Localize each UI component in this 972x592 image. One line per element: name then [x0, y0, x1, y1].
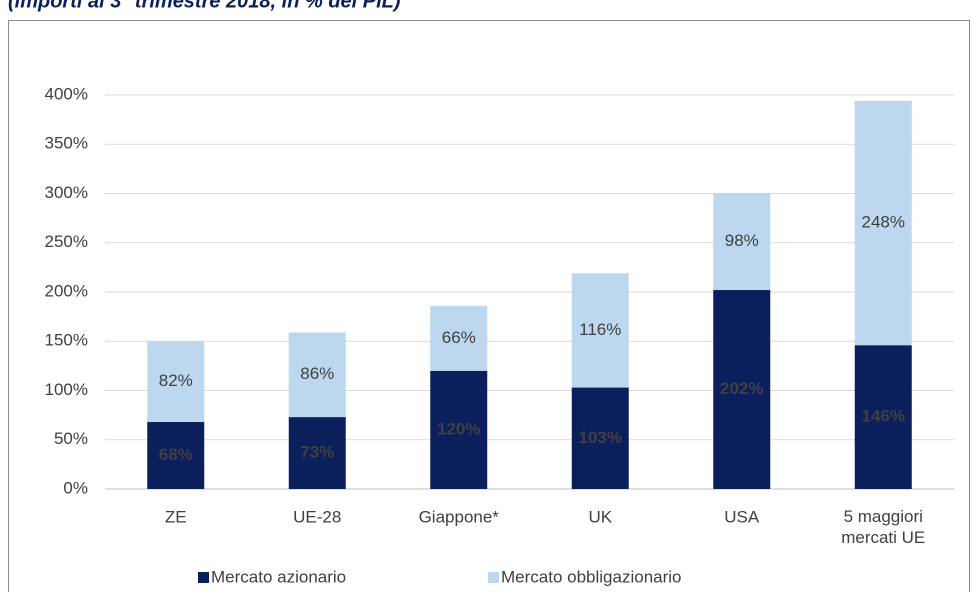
chart-frame: [8, 20, 970, 592]
bar-segment: [854, 345, 912, 489]
bar-segment: [571, 387, 629, 489]
bar-segment: [854, 100, 912, 346]
chart-subtitle: (importi al 3° trimestre 2018, in % del …: [8, 0, 401, 12]
x-tick-label: Giappone*: [419, 507, 500, 526]
data-label: 103%: [579, 428, 622, 447]
x-tick-label: ZE: [165, 507, 187, 526]
y-tick-label: 50%: [54, 429, 88, 448]
data-label: 202%: [720, 379, 763, 398]
data-label: 82%: [159, 371, 193, 390]
data-label: 73%: [300, 443, 334, 462]
data-label: 86%: [300, 364, 334, 383]
legend-label: Mercato obbligazionario: [501, 567, 682, 586]
bar-segment: [288, 332, 346, 418]
y-tick-label: 300%: [45, 183, 88, 202]
y-tick-label: 400%: [45, 84, 88, 103]
data-label: 248%: [862, 213, 905, 232]
x-tick-label: 5 maggiori mercati UE: [841, 507, 925, 547]
data-label: 120%: [437, 419, 480, 438]
y-tick-label: 200%: [45, 281, 88, 300]
data-label: 68%: [159, 445, 193, 464]
legend-label: Mercato azionario: [211, 567, 346, 586]
bar-segment: [147, 341, 205, 423]
x-tick-label: UE-28: [293, 507, 341, 526]
bar-segment: [713, 290, 771, 489]
bar-segment: [288, 417, 346, 489]
data-label: 116%: [579, 320, 621, 339]
y-tick-label: 0%: [63, 478, 88, 497]
y-tick-label: 350%: [45, 134, 88, 153]
y-tick-label: 250%: [45, 232, 88, 251]
bar-segment: [713, 193, 771, 291]
bar-segment: [147, 422, 205, 489]
y-tick-label: 100%: [45, 380, 88, 399]
y-tick-label: 150%: [45, 331, 88, 350]
bar-segment: [571, 273, 629, 388]
x-tick-label: UK: [588, 507, 612, 526]
data-label: 98%: [725, 231, 759, 250]
legend-swatch: [488, 572, 499, 583]
bar-segment: [430, 305, 488, 371]
legend-swatch: [198, 572, 209, 583]
data-label: 146%: [862, 407, 905, 426]
data-label: 66%: [442, 328, 476, 347]
x-tick-label: USA: [724, 507, 760, 526]
bar-segment: [430, 370, 488, 489]
